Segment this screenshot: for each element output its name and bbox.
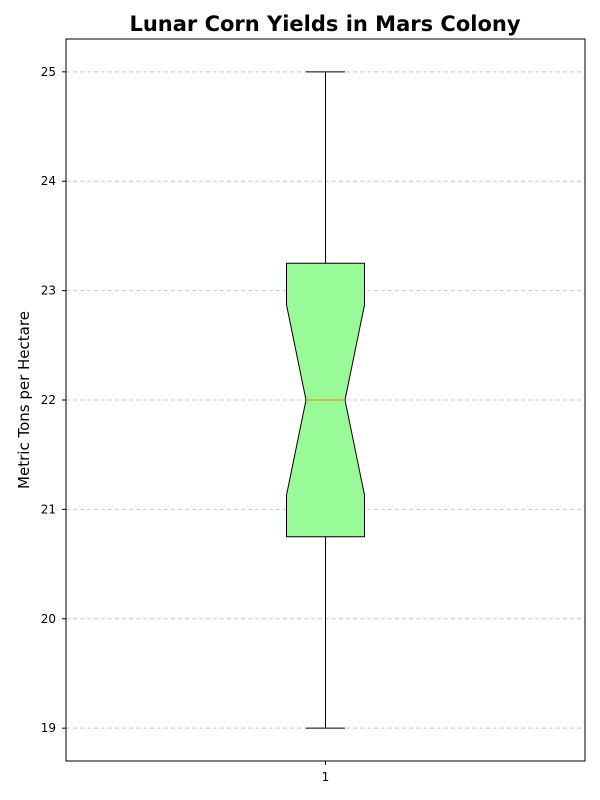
y-tick-label: 22 (41, 393, 56, 407)
x-tick-label: 1 (322, 770, 330, 784)
y-axis-label: Metric Tons per Hectare (15, 311, 33, 489)
y-tick-label: 21 (41, 502, 56, 516)
y-tick-label: 24 (41, 174, 56, 188)
plot-area-frame (65, 38, 586, 762)
y-tick-label: 25 (41, 65, 56, 79)
box-series (286, 71, 365, 729)
y-tick-label: 20 (41, 612, 56, 626)
chart-title: Lunar Corn Yields in Mars Colony (129, 12, 520, 36)
y-tick-label: 23 (41, 284, 56, 298)
y-axis-ticks: 19 20 21 22 23 24 25 (41, 65, 66, 735)
y-tick-label: 19 (41, 721, 56, 735)
x-axis-ticks: 1 (322, 761, 330, 784)
